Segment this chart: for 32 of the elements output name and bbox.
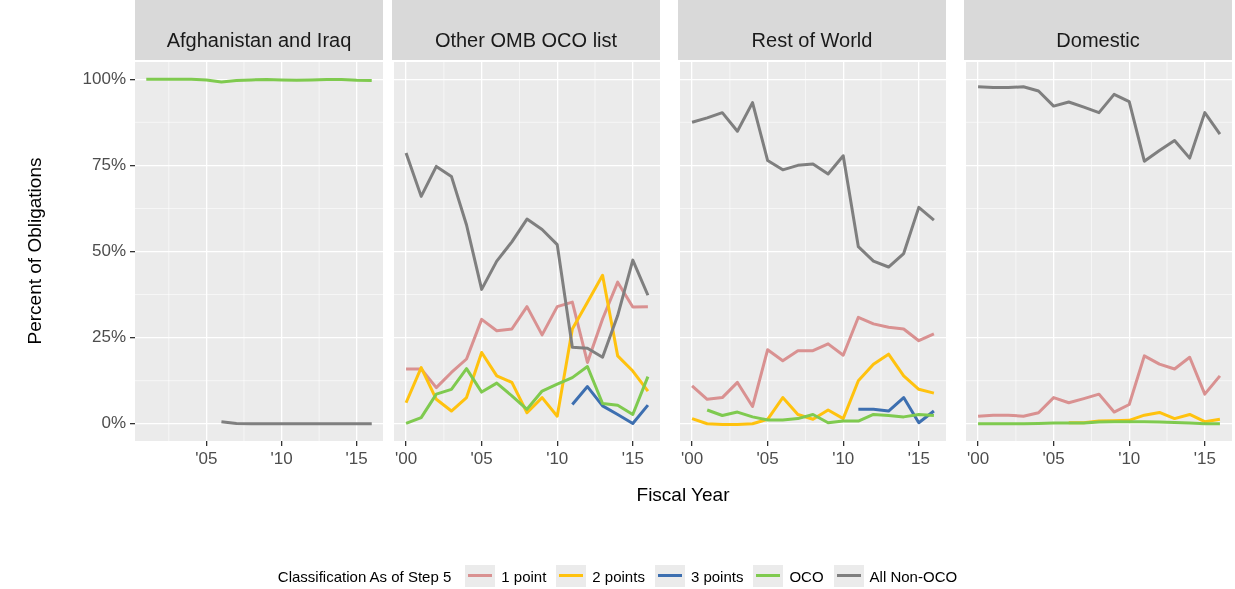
x-tick-label: '00 [967, 448, 990, 468]
y-tick-label: 25% [91, 327, 126, 347]
x-tick-label: '10 [270, 448, 293, 468]
chart-title: Afghanistan and Iraq [135, 0, 383, 60]
legend-label: All Non-OCO [869, 567, 958, 585]
x-tick-label: '00 [395, 448, 418, 468]
y-tick-label: 50% [91, 241, 126, 261]
y-axis-title: Percent of Obligations [24, 157, 46, 345]
legend-label: 2 points [592, 567, 645, 585]
x-tick-label: '10 [546, 448, 569, 468]
x-tick-label: '05 [1042, 448, 1065, 468]
y-tick-label: 0% [101, 413, 126, 433]
x-axis-title: Fiscal Year [636, 484, 730, 506]
x-tick-label: '15 [1193, 448, 1216, 468]
x-tick-label: '10 [832, 448, 855, 468]
legend-label: 3 points [690, 567, 744, 585]
chart-title: Domestic [964, 0, 1232, 60]
legend-label: 1 point [501, 567, 547, 585]
chart-title: Rest of World [678, 0, 946, 60]
x-tick-label: '05 [195, 448, 218, 468]
y-tick-label: 100% [82, 68, 126, 88]
x-tick-label: '15 [345, 448, 368, 468]
x-tick-label: '10 [1118, 448, 1141, 468]
y-tick-label: 75% [91, 155, 126, 175]
x-tick-label: '05 [756, 448, 779, 468]
x-tick-label: '15 [907, 448, 930, 468]
chart-title: Other OMB OCO list [392, 0, 660, 60]
x-tick-label: '15 [621, 448, 644, 468]
x-tick-label: '00 [681, 448, 704, 468]
x-tick-label: '05 [470, 448, 493, 468]
legend-title: Classification As of Step 5 [277, 567, 452, 585]
legend-label: OCO [789, 567, 824, 585]
